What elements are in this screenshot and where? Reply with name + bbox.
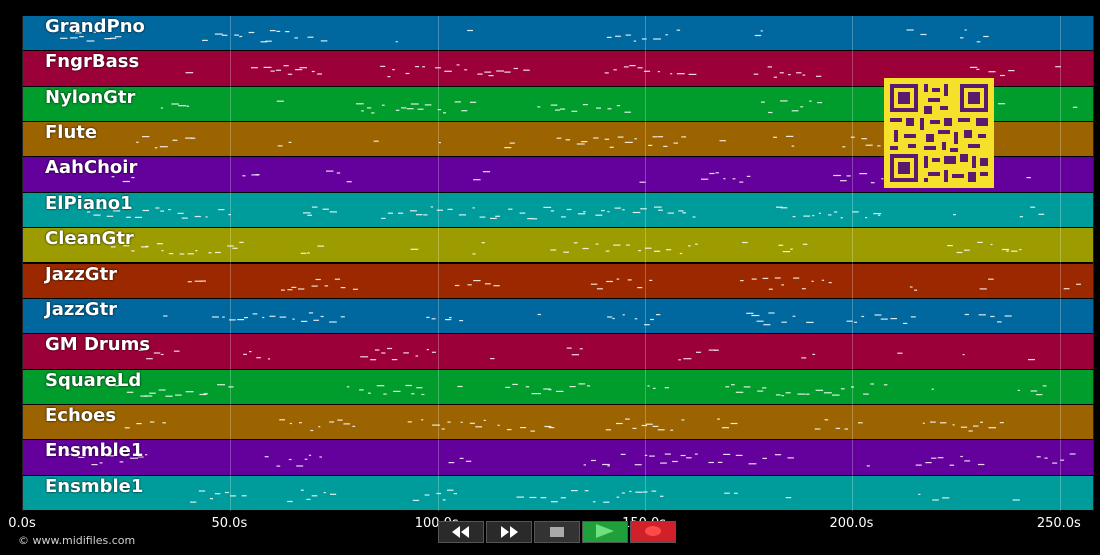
x-tick-label: 200.0s (829, 516, 874, 531)
stop-icon (549, 523, 565, 542)
track-label: Ensmble1 (45, 440, 144, 462)
piano-roll-plot[interactable]: GrandPno FngrBass NylonGtr Flute AahChoir ElP… (22, 16, 1094, 511)
track-label: Ensmble1 (45, 475, 144, 497)
qr-code (884, 78, 994, 188)
track-row[interactable]: JazzGtr (23, 298, 1093, 335)
note-pattern (64, 453, 1076, 467)
note-pattern (138, 347, 1035, 361)
track-label: GM Drums (45, 334, 151, 356)
track-label: SquareLd (45, 369, 142, 391)
track-label: Echoes (45, 404, 117, 426)
play-button[interactable] (582, 521, 628, 543)
grid-line (645, 16, 647, 511)
note-pattern (163, 312, 1012, 326)
track-row[interactable]: Ensmble1 (23, 440, 1093, 476)
copyright-text: © www.midifiles.com (18, 534, 136, 547)
rewind-icon (450, 523, 472, 542)
note-pattern (87, 206, 1045, 220)
track-row[interactable]: ElPiano1 (23, 192, 1093, 229)
track-label: JazzGtr (45, 263, 118, 285)
note-pattern (190, 489, 1020, 503)
fast-forward-icon (498, 523, 520, 542)
note-pattern (110, 241, 1022, 255)
track-label: FngrBass (45, 51, 140, 73)
stop-button[interactable] (534, 521, 580, 543)
record-button[interactable] (630, 521, 676, 543)
track-row[interactable]: Ensmble1 (23, 475, 1093, 511)
note-pattern (187, 276, 1081, 291)
track-row[interactable]: CleanGtr (23, 228, 1093, 264)
grid-line (437, 16, 439, 511)
grid-line (230, 16, 232, 511)
track-label: CleanGtr (45, 228, 134, 250)
track-row[interactable]: SquareLd (23, 369, 1093, 405)
x-tick-label: 50.0s (211, 516, 248, 531)
track-label: NylonGtr (45, 86, 136, 108)
track-row[interactable]: Echoes (23, 404, 1093, 441)
x-tick-label: 0.0s (8, 516, 36, 531)
grid-line (852, 16, 854, 511)
note-pattern (60, 29, 989, 43)
rewind-button[interactable] (438, 521, 484, 543)
track-row[interactable]: JazzGtr (23, 263, 1093, 299)
x-tick-label: 250.0s (1036, 516, 1081, 531)
track-label: AahChoir (45, 157, 138, 179)
play-icon (593, 523, 617, 542)
playback-controls (438, 521, 676, 543)
track-label: JazzGtr (45, 298, 118, 320)
grid-line (1059, 16, 1061, 511)
fast-forward-button[interactable] (486, 521, 532, 543)
note-pattern (124, 418, 1004, 432)
track-row[interactable]: GM Drums (23, 334, 1093, 370)
track-row[interactable]: GrandPno (23, 16, 1093, 52)
record-icon (643, 523, 663, 542)
track-label: ElPiano1 (45, 192, 133, 214)
note-pattern (113, 382, 1047, 397)
track-label: Flute (45, 122, 98, 144)
track-label: GrandPno (45, 16, 145, 37)
